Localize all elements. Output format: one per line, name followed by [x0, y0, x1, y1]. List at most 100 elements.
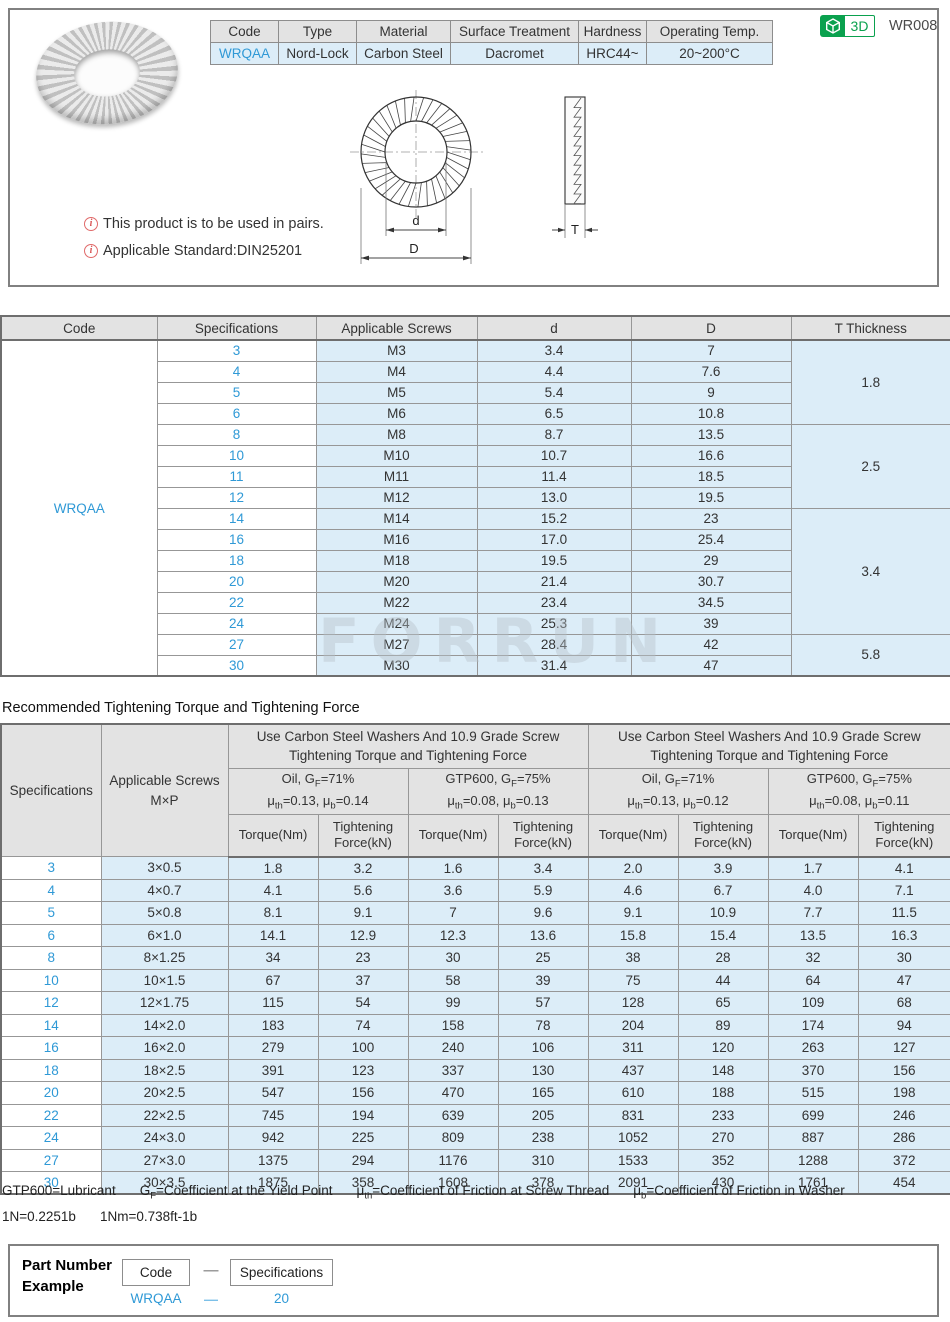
info-header-cell: Type — [278, 20, 357, 43]
spec-value-cell[interactable]: 22 — [156, 591, 317, 614]
torque-spec-cell[interactable]: 27 — [0, 1148, 102, 1173]
page-code: WR008 — [889, 18, 938, 34]
screw-size-cell: 18×2.5 — [100, 1058, 229, 1083]
spec-value-cell[interactable]: 6 — [156, 402, 317, 425]
screw-size-cell: 14×2.0 — [100, 1013, 229, 1038]
torque-spec-cell[interactable]: 12 — [0, 991, 102, 1015]
value-cell: 67 — [227, 968, 319, 993]
torque-header-cell: Torque(Nm) — [767, 814, 859, 858]
info-value-cell: 20~200°C — [646, 42, 773, 65]
value-cell: 470 — [407, 1081, 499, 1105]
screw-cell: M5 — [315, 381, 478, 404]
spec-value-cell[interactable]: 20 — [156, 570, 317, 593]
spec-value-cell[interactable]: 16 — [156, 528, 317, 551]
table-row: 8 8×1.25 34 23 30 25 38 28 32 30 — [0, 946, 950, 970]
torque-spec-cell[interactable]: 20 — [0, 1081, 102, 1105]
spec-value-cell[interactable]: 27 — [156, 633, 317, 656]
value-cell: 30 — [407, 946, 499, 970]
screw-cell: M10 — [315, 444, 478, 467]
spec-value-cell[interactable]: 10 — [156, 444, 317, 467]
torque-spec-cell[interactable]: 30 — [0, 1171, 102, 1195]
badge-3d-label: 3D — [845, 15, 875, 37]
condition-line-1: GTP600, GF=75% — [445, 770, 551, 790]
screw-size-cell: 3×0.5 — [100, 856, 229, 880]
torque-header-cell: Torque(Nm) — [227, 814, 319, 858]
value-cell: 106 — [497, 1036, 589, 1060]
value-cell: 15.8 — [587, 923, 679, 948]
screw-size-cell: 6×1.0 — [100, 923, 229, 948]
info-header-cell: Hardness — [578, 20, 647, 43]
spec-value-cell[interactable]: 14 — [156, 507, 317, 530]
d-value-cell: 13.0 — [476, 486, 632, 509]
spec-value-cell[interactable]: 4 — [156, 360, 317, 383]
value-cell: 437 — [587, 1058, 679, 1083]
value-cell: 9.6 — [497, 901, 589, 925]
torque-spec-cell[interactable]: 3 — [0, 856, 102, 880]
value-cell: 4.0 — [767, 878, 859, 903]
value-cell: 120 — [677, 1036, 769, 1060]
standard-note: i Applicable Standard:DIN25201 — [84, 243, 302, 259]
D-value-cell: 47 — [630, 654, 792, 677]
torque-spec-cell[interactable]: 18 — [0, 1058, 102, 1083]
torque-spec-cell[interactable]: 24 — [0, 1126, 102, 1150]
spec-value-cell[interactable]: 8 — [156, 423, 317, 446]
D-value-cell: 7.6 — [630, 360, 792, 383]
part-code-box: Code — [122, 1259, 190, 1286]
value-cell: 32 — [767, 946, 859, 970]
value-cell: 1.7 — [767, 856, 859, 880]
spec-value-cell[interactable]: 11 — [156, 465, 317, 488]
t-thickness-cell: 3.4 — [790, 507, 950, 635]
spec-value-cell[interactable]: 5 — [156, 381, 317, 404]
torque-spec-cell[interactable]: 8 — [0, 946, 102, 970]
value-cell: 240 — [407, 1036, 499, 1060]
d-value-cell: 15.2 — [476, 507, 632, 530]
specifications-table: Code Specifications Applicable Screws d … — [0, 315, 950, 677]
torque-section-title: Recommended Tightening Torque and Tighte… — [2, 700, 360, 716]
screw-size-cell: 16×2.0 — [100, 1036, 229, 1060]
condition-header-cell: GTP600, GF=75% μth=0.08, μb=0.11 — [767, 767, 950, 816]
spec-code-cell[interactable]: WRQAA — [0, 339, 158, 677]
torque-spec-cell[interactable]: 6 — [0, 923, 102, 948]
D-value-cell: 25.4 — [630, 528, 792, 551]
torque-spec-cell[interactable]: 14 — [0, 1013, 102, 1038]
torque-spec-cell[interactable]: 16 — [0, 1036, 102, 1060]
torque-spec-cell[interactable]: 10 — [0, 968, 102, 993]
value-cell: 809 — [407, 1126, 499, 1150]
torque-spec-cell[interactable]: 4 — [0, 878, 102, 903]
value-cell: 23 — [317, 946, 409, 970]
spec-value-cell[interactable]: 30 — [156, 654, 317, 677]
screw-cell: M3 — [315, 339, 478, 362]
table-row: 18 M18 19.5 29 — [1, 549, 950, 572]
value-cell: 94 — [857, 1013, 950, 1038]
value-cell: 4.6 — [587, 878, 679, 903]
spec-value-cell[interactable]: 3 — [156, 339, 317, 362]
torque-spec-cell[interactable]: 5 — [0, 901, 102, 925]
value-cell: 25 — [497, 946, 589, 970]
value-cell: 352 — [677, 1148, 769, 1173]
info-value-cell: Dacromet — [450, 42, 579, 65]
spec-value-cell[interactable]: 18 — [156, 549, 317, 572]
screw-size-cell: 27×3.0 — [100, 1148, 229, 1173]
info-value-row: WRQAA Nord-Lock Carbon Steel Dacromet HRC44~… — [210, 42, 773, 65]
spec-value-cell[interactable]: 12 — [156, 486, 317, 509]
value-cell: 454 — [857, 1171, 950, 1195]
torque-header-cell: Torque(Nm) — [587, 814, 679, 858]
value-cell: 358 — [317, 1171, 409, 1195]
footnote-line-2: 1N=0.2251b 1Nm=0.738ft-1b — [2, 1209, 869, 1224]
D-value-cell: 16.6 — [630, 444, 792, 467]
condition-line-2: μth=0.13, μb=0.12 — [627, 793, 729, 812]
part-specifications-value: 20 — [273, 1291, 290, 1306]
force-header-cell: Tightening Force(kN) — [857, 814, 950, 858]
footnotes: GTP600=Lubricant GF=Coefficient at the Yi… — [2, 1183, 869, 1231]
value-cell: 7 — [407, 901, 499, 925]
torque-spec-cell[interactable]: 22 — [0, 1103, 102, 1128]
screw-cell: M27 — [315, 633, 478, 656]
value-cell: 547 — [227, 1081, 319, 1105]
spec-value-cell[interactable]: 24 — [156, 612, 317, 635]
d-value-cell: 28.4 — [476, 633, 632, 656]
condition-line-2: μth=0.08, μb=0.11 — [809, 793, 910, 812]
standard-note-text: Applicable Standard:DIN25201 — [103, 243, 303, 259]
view-3d-button[interactable]: 3D — [820, 15, 875, 37]
product-code-link[interactable]: WRQAA — [210, 42, 279, 65]
